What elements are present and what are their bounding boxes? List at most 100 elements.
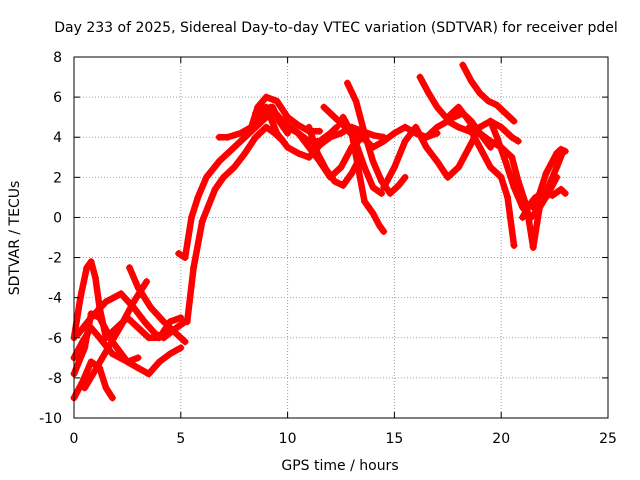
data-point — [194, 193, 202, 201]
data-point — [284, 113, 292, 121]
data-point — [262, 103, 270, 111]
data-point — [102, 384, 110, 392]
data-point — [275, 113, 283, 121]
data-point — [561, 189, 569, 197]
data-point — [241, 149, 249, 157]
data-point — [108, 350, 116, 358]
data-point — [262, 123, 270, 131]
data-point — [337, 129, 345, 137]
data-point — [134, 324, 142, 332]
data-point — [343, 79, 351, 87]
chart-title: Day 233 of 2025, Sidereal Day-to-day VTE… — [54, 20, 618, 36]
series-pass-10 — [183, 123, 287, 326]
data-point — [166, 318, 174, 326]
data-point — [143, 278, 151, 286]
data-point — [354, 163, 362, 171]
y-tick-label: -8 — [48, 371, 62, 387]
series-pass-18 — [320, 103, 386, 197]
data-point — [548, 157, 556, 165]
data-point — [369, 183, 377, 191]
data-point — [108, 394, 116, 402]
x-axis-title: GPS time / hours — [281, 458, 398, 474]
data-point — [553, 163, 561, 171]
data-point — [454, 103, 462, 111]
data-point — [493, 101, 501, 109]
data-point — [561, 147, 569, 155]
data-point — [476, 143, 484, 151]
series-line — [508, 148, 567, 251]
data-point — [487, 163, 495, 171]
data-point — [123, 314, 131, 322]
data-point — [273, 97, 281, 105]
series-line — [75, 290, 189, 342]
data-point — [514, 137, 522, 145]
data-point — [230, 163, 238, 171]
data-point — [181, 254, 189, 262]
data-point — [504, 193, 512, 201]
data-point — [467, 77, 475, 85]
data-point — [198, 217, 206, 225]
data-point — [252, 133, 260, 141]
data-point — [331, 113, 339, 121]
data-point — [155, 358, 163, 366]
data-point — [113, 324, 121, 332]
data-point — [87, 314, 95, 322]
data-point — [348, 169, 356, 177]
data-point — [187, 213, 195, 221]
data-point — [237, 129, 245, 137]
data-point — [465, 117, 473, 125]
data-point — [173, 330, 181, 338]
data-point — [553, 149, 561, 157]
data-point — [134, 364, 142, 372]
data-point — [412, 123, 420, 131]
data-point — [145, 370, 153, 378]
data-point — [215, 157, 223, 165]
data-point — [510, 183, 518, 191]
data-point — [544, 183, 552, 191]
data-point — [190, 264, 198, 272]
data-point — [341, 123, 349, 131]
y-tick-label: 4 — [53, 130, 62, 146]
data-point — [181, 338, 189, 346]
data-point — [326, 133, 334, 141]
series-line — [380, 123, 484, 191]
data-point — [501, 157, 509, 165]
data-point — [401, 137, 409, 145]
data-point — [305, 123, 313, 131]
data-point — [83, 264, 91, 272]
data-point — [510, 117, 518, 125]
y-tick-label: -6 — [48, 331, 62, 347]
data-point — [166, 350, 174, 358]
y-tick-label: -4 — [48, 291, 62, 307]
data-point — [241, 133, 249, 141]
data-point — [322, 165, 330, 173]
data-point — [202, 173, 210, 181]
x-tick-label: 25 — [599, 431, 617, 447]
data-point — [126, 264, 134, 272]
series-pass-25 — [465, 123, 518, 250]
data-point — [401, 173, 409, 181]
y-tick-label: -2 — [48, 251, 62, 267]
data-point — [96, 314, 104, 322]
data-point — [177, 344, 185, 352]
y-tick-label: 8 — [53, 50, 62, 66]
data-point — [348, 123, 356, 131]
data-point — [350, 133, 358, 141]
series-line — [102, 314, 185, 342]
data-point — [369, 157, 377, 165]
data-point — [375, 221, 383, 229]
data-point — [134, 354, 142, 362]
data-point — [284, 123, 292, 131]
data-point — [123, 358, 131, 366]
data-point — [305, 143, 313, 151]
series-line — [81, 278, 150, 392]
data-point — [91, 274, 99, 282]
data-point — [459, 61, 467, 69]
data-point — [531, 193, 539, 201]
data-point — [422, 133, 430, 141]
data-point — [316, 127, 324, 135]
data-point — [140, 318, 148, 326]
data-point — [493, 133, 501, 141]
data-point — [294, 121, 302, 129]
data-point — [352, 97, 360, 105]
